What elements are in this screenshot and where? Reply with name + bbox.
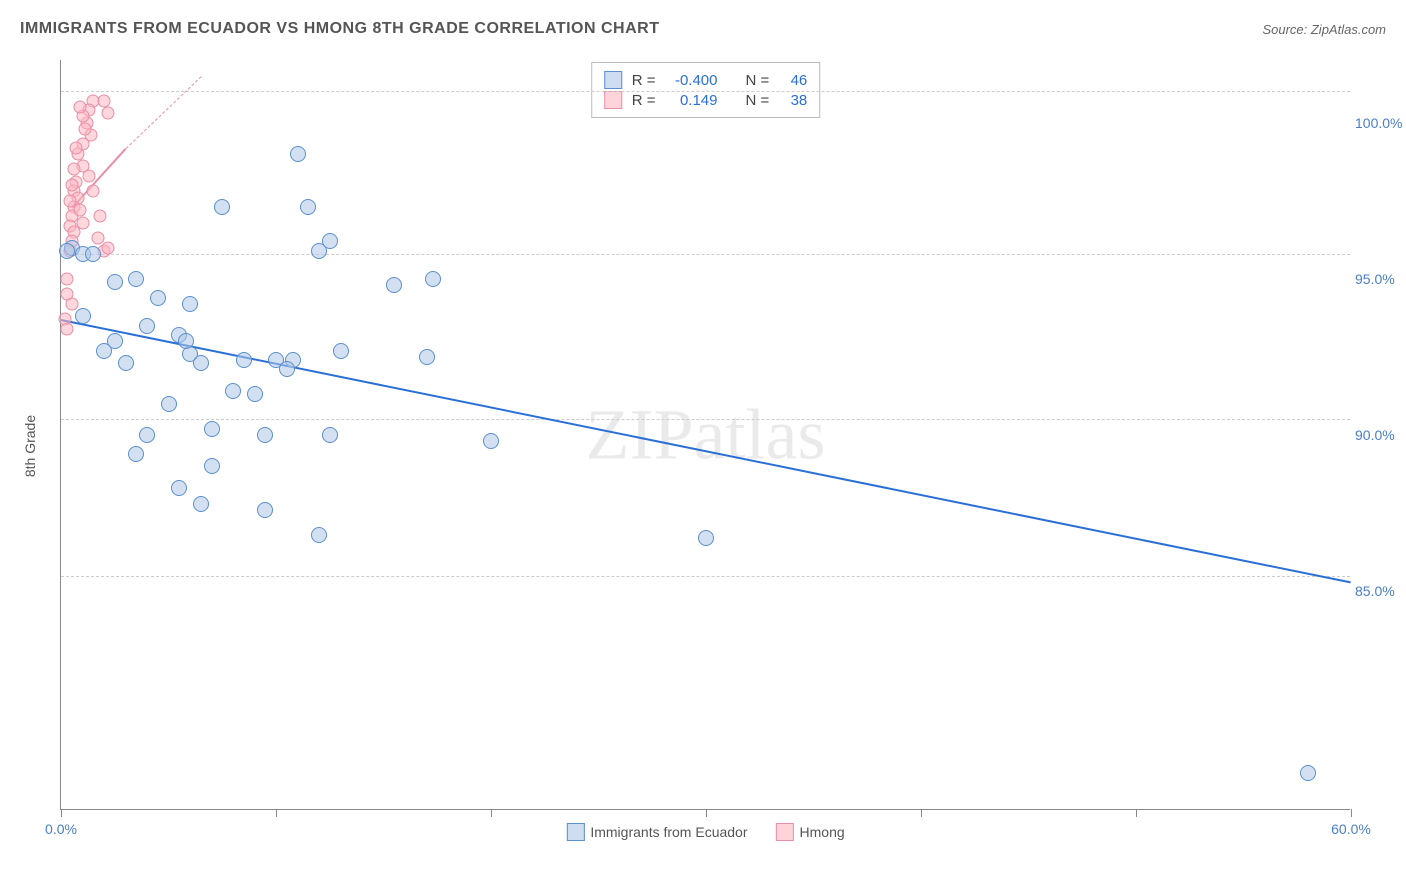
data-point	[87, 185, 100, 198]
data-point	[59, 243, 75, 259]
data-point	[118, 355, 134, 371]
data-point	[82, 169, 95, 182]
n-value-ecuador: 46	[779, 72, 807, 89]
series-legend: Immigrants from Ecuador Hmong	[566, 823, 844, 841]
swatch-pink-icon	[604, 91, 622, 109]
data-point	[102, 107, 115, 120]
n-value-hmong: 38	[779, 92, 807, 109]
swatch-blue-icon	[604, 71, 622, 89]
gridline	[61, 419, 1350, 420]
x-tick	[276, 809, 277, 817]
data-point	[322, 427, 338, 443]
header: IMMIGRANTS FROM ECUADOR VS HMONG 8TH GRA…	[20, 20, 1386, 38]
data-point	[225, 383, 241, 399]
data-point	[93, 210, 106, 223]
data-point	[139, 318, 155, 334]
stats-row-hmong: R = 0.149 N = 38	[604, 91, 808, 109]
x-tick	[706, 809, 707, 817]
y-tick-label: 100.0%	[1355, 115, 1406, 131]
x-tick	[491, 809, 492, 817]
data-point	[70, 141, 83, 154]
plot-area: ZIPatlas R = -0.400 N = 46 R = 0.149 N =…	[60, 60, 1350, 810]
data-point	[1300, 765, 1316, 781]
r-value-hmong: 0.149	[666, 92, 718, 109]
data-point	[107, 274, 123, 290]
y-tick-label: 95.0%	[1355, 271, 1406, 287]
data-point	[257, 427, 273, 443]
data-point	[65, 297, 78, 310]
data-point	[74, 204, 87, 217]
data-point	[236, 352, 252, 368]
swatch-pink-icon	[776, 823, 794, 841]
data-point	[182, 296, 198, 312]
data-point	[290, 146, 306, 162]
data-point	[698, 530, 714, 546]
data-point	[61, 322, 74, 335]
gridline	[61, 576, 1350, 577]
data-point	[483, 433, 499, 449]
x-tick	[921, 809, 922, 817]
legend-label: Hmong	[800, 824, 845, 840]
stats-row-ecuador: R = -0.400 N = 46	[604, 71, 808, 89]
legend-item-ecuador: Immigrants from Ecuador	[566, 823, 747, 841]
data-point	[61, 272, 74, 285]
n-label: N =	[746, 72, 770, 89]
data-point	[128, 446, 144, 462]
data-point	[247, 386, 263, 402]
data-point	[419, 349, 435, 365]
data-point	[311, 527, 327, 543]
data-point	[150, 290, 166, 306]
data-point	[96, 343, 112, 359]
data-point	[76, 216, 89, 229]
data-point	[178, 333, 194, 349]
data-point	[204, 421, 220, 437]
swatch-blue-icon	[566, 823, 584, 841]
y-tick-label: 90.0%	[1355, 427, 1406, 443]
legend-label: Immigrants from Ecuador	[590, 824, 747, 840]
data-point	[279, 361, 295, 377]
x-tick-label: 0.0%	[45, 821, 77, 837]
r-value-ecuador: -0.400	[666, 72, 718, 89]
data-point	[85, 246, 101, 262]
data-point	[67, 163, 80, 176]
source-label: Source: ZipAtlas.com	[1262, 22, 1386, 37]
data-point	[161, 396, 177, 412]
gridline	[61, 254, 1350, 255]
data-point	[139, 427, 155, 443]
data-point	[74, 100, 87, 113]
gridline	[61, 91, 1350, 92]
data-point	[333, 343, 349, 359]
data-point	[425, 271, 441, 287]
data-point	[65, 179, 78, 192]
trend-line	[125, 76, 201, 149]
x-tick-label: 60.0%	[1331, 821, 1371, 837]
data-point	[102, 241, 115, 254]
data-point	[193, 496, 209, 512]
r-label: R =	[632, 72, 656, 89]
r-label: R =	[632, 92, 656, 109]
n-label: N =	[746, 92, 770, 109]
legend-item-hmong: Hmong	[776, 823, 845, 841]
y-axis-label: 8th Grade	[22, 415, 38, 477]
data-point	[214, 199, 230, 215]
chart-title: IMMIGRANTS FROM ECUADOR VS HMONG 8TH GRA…	[20, 20, 659, 38]
x-tick	[1136, 809, 1137, 817]
data-point	[75, 308, 91, 324]
data-point	[311, 243, 327, 259]
x-tick	[61, 809, 62, 817]
x-tick	[1351, 809, 1352, 817]
y-tick-label: 85.0%	[1355, 583, 1406, 599]
data-point	[128, 271, 144, 287]
data-point	[98, 94, 111, 107]
data-point	[171, 480, 187, 496]
stats-legend: R = -0.400 N = 46 R = 0.149 N = 38	[591, 62, 821, 118]
data-point	[193, 355, 209, 371]
data-point	[257, 502, 273, 518]
data-point	[78, 122, 91, 135]
data-point	[300, 199, 316, 215]
data-point	[204, 458, 220, 474]
data-point	[386, 277, 402, 293]
